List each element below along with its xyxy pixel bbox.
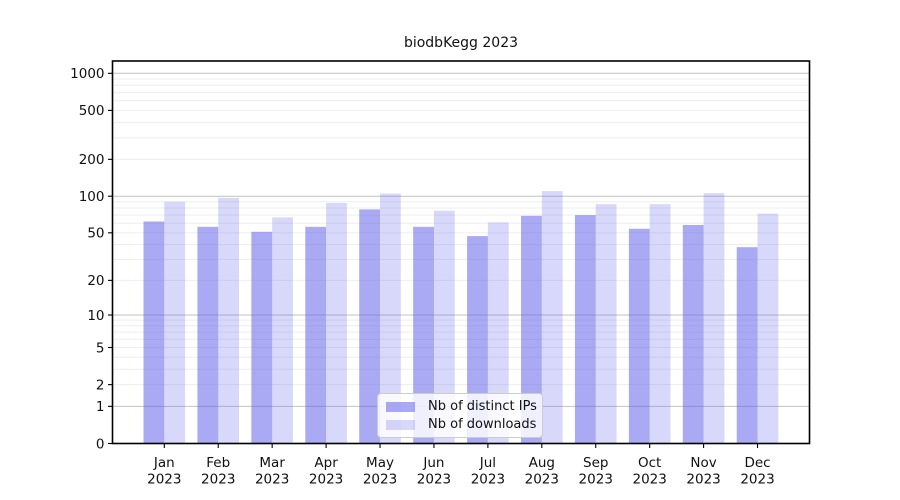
legend-swatch-downloads	[386, 419, 415, 430]
x-tick-label-month: Jul	[479, 455, 496, 471]
y-tick-label: 20	[87, 273, 104, 289]
x-tick-label-month: Mar	[259, 455, 285, 471]
bar-distinct-ips	[359, 209, 381, 444]
legend: Nb of distinct IPs Nb of downloads	[377, 393, 543, 438]
x-tick-label-year: 2023	[579, 472, 613, 488]
x-tick-label-year: 2023	[471, 472, 505, 488]
bar-distinct-ips	[413, 226, 434, 444]
x-tick-label-month: Jan	[153, 455, 175, 471]
y-tick-label: 1	[96, 399, 105, 415]
y-tick-label: 5	[96, 340, 105, 356]
plot-frame	[111, 60, 811, 445]
x-tick-label-year: 2023	[417, 472, 451, 488]
bar-downloads	[595, 204, 617, 444]
x-tick-label-year: 2023	[147, 472, 181, 488]
legend-label-downloads: Nb of downloads	[428, 417, 537, 432]
x-tick-label-year: 2023	[525, 472, 559, 488]
bar-distinct-ips	[143, 221, 165, 444]
bar-distinct-ips	[628, 228, 650, 444]
bar-downloads	[164, 201, 186, 444]
x-tick-label-year: 2023	[740, 472, 774, 488]
bar-distinct-ips	[305, 226, 327, 444]
x-tick-label-year: 2023	[686, 472, 720, 488]
x-tick-label-month: Jun	[422, 455, 444, 471]
bar-downloads	[541, 191, 563, 444]
legend-swatch-distinct-ips	[386, 401, 415, 412]
bar-downloads	[703, 193, 725, 444]
bar-downloads	[649, 204, 671, 444]
x-tick-label-month: Aug	[529, 455, 555, 471]
bar-distinct-ips	[467, 236, 488, 444]
bar-distinct-ips	[574, 215, 596, 444]
legend-entry-distinct-ips: Nb of distinct IPs	[386, 399, 537, 414]
y-tick-label: 200	[79, 152, 105, 168]
bar-downloads	[487, 222, 509, 444]
bar-distinct-ips	[736, 247, 758, 444]
bar-distinct-ips	[251, 231, 273, 444]
x-tick-label-month: May	[366, 455, 394, 471]
bar-downloads	[433, 210, 455, 444]
y-tick-label: 500	[79, 103, 105, 119]
x-tick-label-year: 2023	[201, 472, 235, 488]
y-tick-label: 0	[96, 436, 105, 452]
x-tick-label-month: Oct	[638, 455, 661, 471]
x-tick-label-year: 2023	[255, 472, 289, 488]
x-tick-label-year: 2023	[632, 472, 666, 488]
x-tick-label-month: Dec	[744, 455, 770, 471]
legend-entry-downloads: Nb of downloads	[386, 417, 537, 432]
bar-downloads	[326, 202, 347, 444]
chart-title: biodbKegg 2023	[403, 35, 519, 51]
x-tick-label-month: Sep	[583, 455, 608, 471]
x-tick-label-month: Nov	[690, 455, 716, 471]
y-tick-label: 2	[96, 377, 105, 393]
x-tick-label-month: Apr	[314, 455, 338, 471]
bar-downloads	[218, 197, 240, 444]
bar-downloads	[757, 213, 779, 444]
legend-label-distinct-ips: Nb of distinct IPs	[428, 399, 537, 414]
y-tick-label: 10	[87, 308, 104, 324]
x-tick-label-year: 2023	[363, 472, 397, 488]
bar-distinct-ips	[197, 226, 219, 444]
y-tick-label: 100	[79, 189, 105, 205]
x-tick-label-month: Feb	[206, 455, 230, 471]
y-tick-label: 50	[87, 226, 104, 242]
bar-downloads	[272, 217, 293, 444]
bar-distinct-ips	[521, 215, 542, 444]
x-tick-label-year: 2023	[309, 472, 343, 488]
bar-downloads	[380, 193, 401, 444]
bar-distinct-ips	[682, 225, 704, 444]
y-tick-label: 1000	[70, 66, 104, 82]
